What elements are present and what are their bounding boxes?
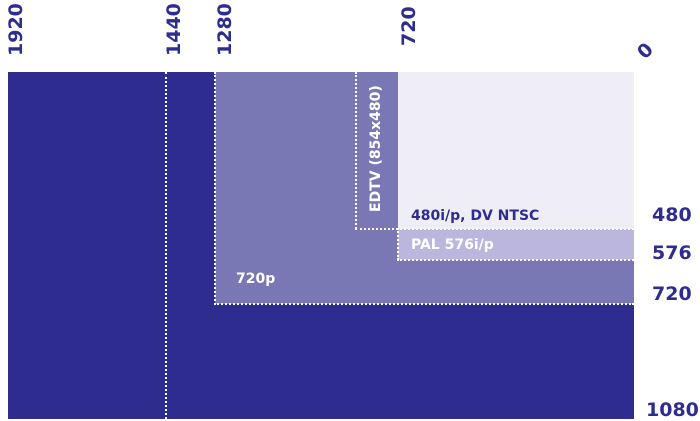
boundary-1280	[214, 72, 216, 305]
height-label-1080: 1080	[646, 399, 699, 421]
pal-label: PAL 576i/p	[411, 237, 494, 253]
ntsc-label: 480i/p, DV NTSC	[411, 208, 540, 224]
height-label-576: 576	[652, 242, 692, 264]
ntsc-region	[398, 72, 634, 229]
edtv-region	[355, 72, 398, 229]
height-label-720: 720	[652, 283, 692, 305]
boundary-480-horizontal	[355, 228, 634, 230]
boundary-1440	[165, 72, 167, 419]
height-label-480: 480	[652, 204, 692, 226]
hd720-label: 720p	[236, 271, 276, 287]
width-label-1280: 1280	[214, 3, 236, 56]
width-label-720: 720	[398, 6, 420, 46]
boundary-pal-left	[397, 228, 399, 260]
boundary-576-horizontal	[397, 259, 634, 261]
width-label-1440: 1440	[163, 3, 185, 56]
boundary-edtv	[355, 72, 357, 229]
edtv-label: EDTV (854x480)	[368, 85, 384, 212]
boundary-720-horizontal	[214, 303, 634, 305]
width-label-0: 0	[633, 38, 658, 64]
width-label-1920: 1920	[5, 3, 27, 56]
